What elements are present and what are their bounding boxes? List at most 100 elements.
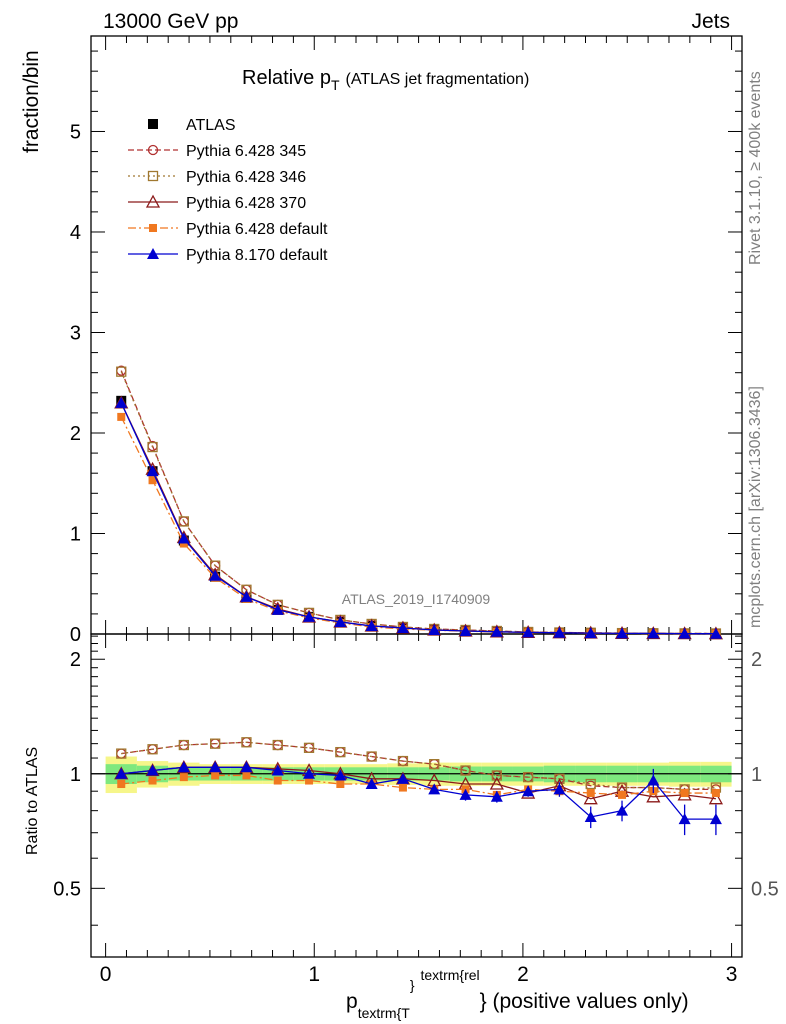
ratio-data-point bbox=[305, 776, 314, 785]
x-axis-label-sup1: } bbox=[410, 977, 415, 993]
ratio-data-point bbox=[428, 783, 441, 795]
analysis-watermark: ATLAS_2019_I1740909 bbox=[342, 591, 491, 607]
ratio-plot-frame bbox=[90, 633, 743, 958]
ratio-data-point bbox=[680, 789, 689, 798]
ratio-data-point bbox=[585, 778, 596, 790]
ratio-data-point bbox=[396, 772, 409, 784]
legend-marker bbox=[147, 248, 159, 259]
ratio-data-point bbox=[209, 761, 222, 773]
ratio-data-point bbox=[586, 789, 595, 798]
data-point bbox=[522, 626, 535, 638]
x-tick-label: 0 bbox=[100, 963, 112, 986]
y-tick-label: 4 bbox=[70, 222, 81, 244]
data-point bbox=[334, 615, 347, 627]
data-point bbox=[148, 476, 157, 485]
ratio-data-point bbox=[335, 746, 346, 758]
ratio-data-point bbox=[646, 789, 661, 803]
ratio-data-point bbox=[522, 771, 534, 783]
ratio-data-point bbox=[397, 755, 409, 767]
data-point bbox=[303, 610, 316, 622]
y-axis-label: fraction/bin bbox=[20, 50, 43, 153]
ratio-data-point bbox=[209, 738, 221, 749]
data-point bbox=[584, 627, 597, 639]
header-right: Jets bbox=[691, 10, 730, 33]
x-axis-label: ptextrm{T}textrm{rel} (positive values o… bbox=[346, 967, 689, 1021]
series-layer bbox=[114, 365, 724, 836]
ratio-data-point bbox=[429, 759, 440, 770]
data-point bbox=[177, 532, 190, 544]
data-point bbox=[396, 621, 409, 633]
ratio-data-point bbox=[491, 770, 502, 781]
ratio-data-point bbox=[522, 785, 535, 797]
axes-layer: 0 1 2 3 0 1 2 3 4 5 0.5 0.5 1 1 2 2 bbox=[53, 35, 779, 986]
ratio-data-point bbox=[240, 761, 253, 773]
chart-title-note: (ATLAS jet fragmentation) bbox=[346, 71, 530, 88]
ratio-data-point bbox=[366, 751, 377, 762]
ratio-data-point bbox=[583, 791, 598, 805]
data-point bbox=[116, 366, 127, 377]
ratio-data-point bbox=[272, 739, 283, 751]
x-axis-label-close: } bbox=[480, 990, 487, 1013]
legend-marker bbox=[147, 144, 159, 156]
ratio-data-point bbox=[241, 737, 252, 748]
data-point bbox=[271, 603, 284, 615]
data-point bbox=[240, 590, 253, 602]
data-point bbox=[178, 516, 190, 527]
ratio-data-point bbox=[584, 810, 597, 822]
legend-marker bbox=[149, 224, 157, 232]
ratio-y-tick-label: 1 bbox=[70, 764, 81, 786]
data-point bbox=[209, 569, 222, 581]
legend-marker bbox=[148, 119, 158, 129]
ratio-y-tick-label: 0.5 bbox=[53, 878, 81, 900]
x-axis-label-main: p bbox=[346, 990, 358, 1013]
ratio-data-point bbox=[618, 790, 627, 799]
data-point bbox=[616, 627, 629, 639]
ratio-data-point bbox=[647, 774, 660, 786]
ratio-data-point bbox=[117, 780, 126, 789]
y-tick-label: 2 bbox=[70, 423, 81, 445]
legend-label: ATLAS bbox=[186, 117, 236, 134]
ratio-data-point bbox=[179, 773, 188, 782]
ratio-data-point bbox=[115, 767, 128, 779]
legend: ATLAS Pythia 6.428 345 Pythia 6.428 346 Pyt… bbox=[128, 117, 328, 264]
ratio-data-point bbox=[460, 765, 471, 776]
x-axis-label-tail: (positive values only) bbox=[487, 990, 689, 1013]
header-left: 13000 GeV pp bbox=[103, 10, 238, 33]
ratio-y-tick-label: 2 bbox=[70, 649, 81, 671]
chart-title-sub: T bbox=[331, 77, 340, 93]
chart-title-main: Relative p bbox=[242, 67, 331, 89]
data-point bbox=[459, 624, 472, 636]
ratio-data-point bbox=[489, 776, 504, 790]
data-point bbox=[428, 623, 441, 635]
data-point bbox=[147, 441, 158, 453]
y-tick-label: 1 bbox=[70, 523, 81, 545]
x-tick-label: 3 bbox=[726, 963, 738, 986]
legend-label: Pythia 6.428 345 bbox=[186, 143, 306, 160]
legend-marker bbox=[145, 194, 161, 208]
legend-label: Pythia 6.428 346 bbox=[186, 169, 306, 186]
side-rivet-text: Rivet 3.1.10, ≥ 400k events bbox=[747, 71, 764, 265]
x-axis-label-sub: textrm{T bbox=[358, 1005, 411, 1021]
legend-label: Pythia 6.428 default bbox=[186, 221, 328, 238]
data-point bbox=[146, 465, 159, 477]
side-mcplots-text: mcplots.cern.ch [arXiv:1306.3436] bbox=[747, 386, 764, 628]
ratio-y-tick-label-right: 0.5 bbox=[751, 878, 779, 900]
ratio-data-point bbox=[178, 739, 190, 751]
data-point bbox=[647, 627, 660, 639]
data-point bbox=[678, 627, 691, 639]
ratio-data-point bbox=[678, 813, 691, 825]
ratio-data-point bbox=[211, 771, 220, 780]
ratio-data-point bbox=[365, 778, 378, 790]
legend-label: Pythia 8.170 default bbox=[186, 247, 328, 264]
ratio-y-tick-label-right: 2 bbox=[751, 649, 762, 671]
ratio-data-point bbox=[303, 742, 315, 753]
y-tick-label: 0 bbox=[70, 624, 81, 646]
ratio-y-axis-label: Ratio to ATLAS bbox=[24, 747, 41, 855]
y-tick-label: 3 bbox=[70, 322, 81, 344]
ratio-data-point bbox=[616, 804, 629, 816]
ratio-series-line bbox=[121, 774, 716, 796]
ratio-data-point bbox=[334, 769, 347, 781]
data-point bbox=[490, 625, 503, 637]
ratio-data-point bbox=[336, 780, 345, 789]
